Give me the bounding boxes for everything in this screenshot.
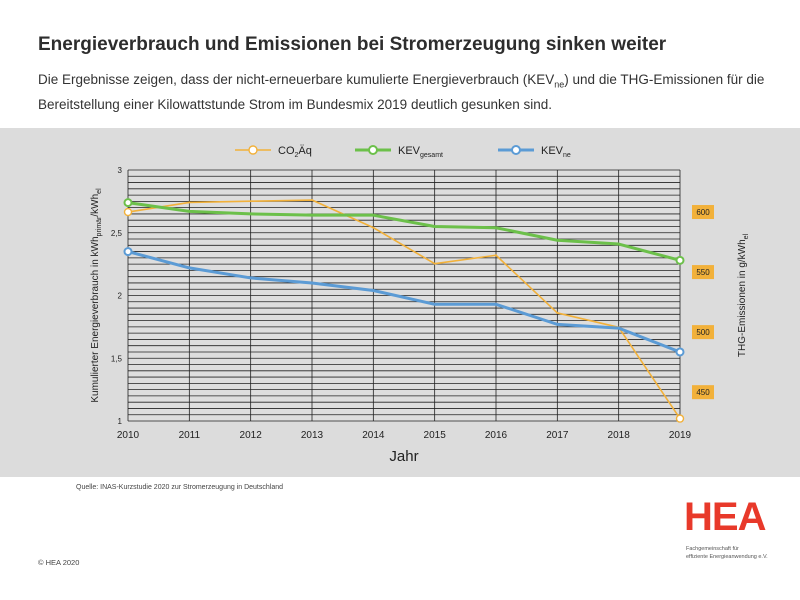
- x-tick-label: 2010: [117, 430, 140, 441]
- data-point-co2: [372, 226, 375, 229]
- data-point-kev_ne: [188, 266, 191, 269]
- data-point-co2: [556, 311, 559, 314]
- y-right-tick-badge: [692, 325, 714, 340]
- y-right-tick-label: 600: [696, 208, 710, 217]
- logo-line-2: effiziente Energieanwendung e.V.: [686, 554, 768, 560]
- data-point-kev_gesamt: [675, 255, 685, 265]
- x-tick-label: 2013: [301, 430, 324, 441]
- series-line-kev_gesamt: [127, 201, 681, 262]
- legend-label-kev_ne: KEVne: [541, 145, 571, 159]
- data-point-co2: [311, 199, 313, 202]
- data-point-co2: [188, 201, 191, 204]
- legend-marker-kev_ne: [511, 145, 521, 155]
- subtitle-subscript: ne: [554, 79, 565, 90]
- data-point-kev_gesamt: [556, 239, 559, 242]
- data-point-kev_gesamt: [123, 198, 133, 208]
- y-right-tick-badge: [692, 385, 714, 400]
- chart-panel: 2010 2011 2012 2013 2014 2015 2016 2017 2018 2019…: [0, 128, 800, 477]
- subtitle-text-a: Die Ergebnisse zeigen, dass der nicht-er…: [38, 72, 555, 87]
- y-left-tick-label: 3: [118, 166, 123, 175]
- copyright: © HEA 2020: [38, 558, 80, 567]
- legend-marker-kev_gesamt: [368, 145, 378, 155]
- y-right-tick-badge: [692, 265, 714, 280]
- page-subtitle: Die Ergebnisse zeigen, dass der nicht-er…: [38, 70, 778, 114]
- data-point-co2: [249, 200, 252, 203]
- data-point-kev_ne: [372, 289, 375, 292]
- data-point-kev_gesamt: [617, 243, 620, 246]
- data-point-kev_gesamt: [311, 214, 313, 217]
- y-right-tick-label: 550: [696, 268, 710, 277]
- data-point-kev_ne: [249, 276, 252, 279]
- data-point-kev_gesamt: [188, 210, 191, 213]
- legend-marker-co2: [248, 145, 258, 155]
- y-right-tick-label: 450: [696, 388, 710, 397]
- data-point-co2: [495, 254, 497, 257]
- legend-label-co2: CO2Äq: [278, 145, 312, 159]
- data-point-kev_gesamt: [433, 225, 436, 228]
- x-axis-label: Jahr: [389, 448, 418, 465]
- data-point-kev_ne: [311, 281, 313, 284]
- series-line-co2: [127, 199, 681, 420]
- data-point-kev_gesamt: [372, 214, 375, 217]
- data-point-kev_ne: [433, 303, 436, 306]
- x-tick-label: 2016: [485, 430, 508, 441]
- x-tick-label: 2018: [608, 430, 631, 441]
- data-point-co2: [675, 414, 685, 423]
- x-tick-label: 2012: [240, 430, 263, 441]
- series-line-kev_ne: [127, 250, 681, 354]
- page-title: Energieverbrauch und Emissionen bei Stro…: [38, 34, 667, 55]
- data-point-co2: [433, 262, 436, 265]
- y-left-tick-label: 1: [118, 417, 123, 426]
- data-point-kev_ne: [495, 303, 497, 306]
- data-point-kev_ne: [617, 327, 620, 330]
- data-point-kev_gesamt: [495, 226, 497, 229]
- line-chart: 2010 2011 2012 2013 2014 2015 2016 2017 2018 2019…: [90, 145, 750, 465]
- data-point-kev_ne: [556, 323, 559, 326]
- y-right-axis-label: THG-Emissionen in g/kWhel: [737, 233, 750, 357]
- y-left-tick-label: 2: [118, 292, 123, 301]
- source-note: Quelle: INAS-Kurzstudie 2020 zur Stromer…: [76, 484, 283, 491]
- hea-logo: HEA: [684, 495, 766, 539]
- x-tick-label: 2014: [362, 430, 385, 441]
- hea-logo-subtitle: Fachgemeinschaft für effiziente Energiea…: [686, 545, 796, 561]
- data-point-kev_gesamt: [249, 212, 252, 215]
- data-point-kev_ne: [675, 347, 685, 357]
- y-right-tick-label: 500: [696, 328, 710, 337]
- logo-line-1: Fachgemeinschaft für: [686, 546, 739, 552]
- y-right-tick-badge: [692, 205, 714, 220]
- y-left-tick-label: 2,5: [111, 229, 123, 238]
- x-tick-label: 2019: [669, 430, 692, 441]
- y-left-tick-label: 1,5: [111, 354, 123, 363]
- legend-label-kev_gesamt: KEVgesamt: [398, 145, 443, 159]
- y-left-axis-label: Kumulierter Energieverbrauch in kWhprimä…: [90, 188, 103, 403]
- data-point-kev_ne: [123, 247, 133, 257]
- x-tick-label: 2017: [546, 430, 569, 441]
- data-point-co2: [123, 207, 133, 217]
- subtitle-text-b: ) und die THG-Emissionen für die Bereits…: [38, 72, 765, 112]
- x-tick-label: 2011: [179, 430, 201, 441]
- x-tick-label: 2015: [424, 430, 447, 441]
